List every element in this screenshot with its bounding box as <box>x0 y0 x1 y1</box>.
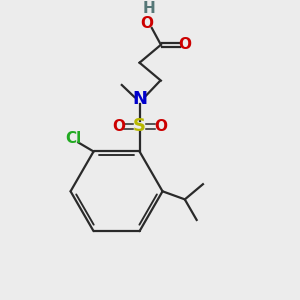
Text: O: O <box>141 16 154 32</box>
Text: N: N <box>132 89 147 107</box>
Text: S: S <box>133 117 146 135</box>
Text: O: O <box>178 37 192 52</box>
Text: H: H <box>143 1 155 16</box>
Text: O: O <box>154 119 167 134</box>
Text: Cl: Cl <box>65 131 81 146</box>
Text: O: O <box>112 119 125 134</box>
